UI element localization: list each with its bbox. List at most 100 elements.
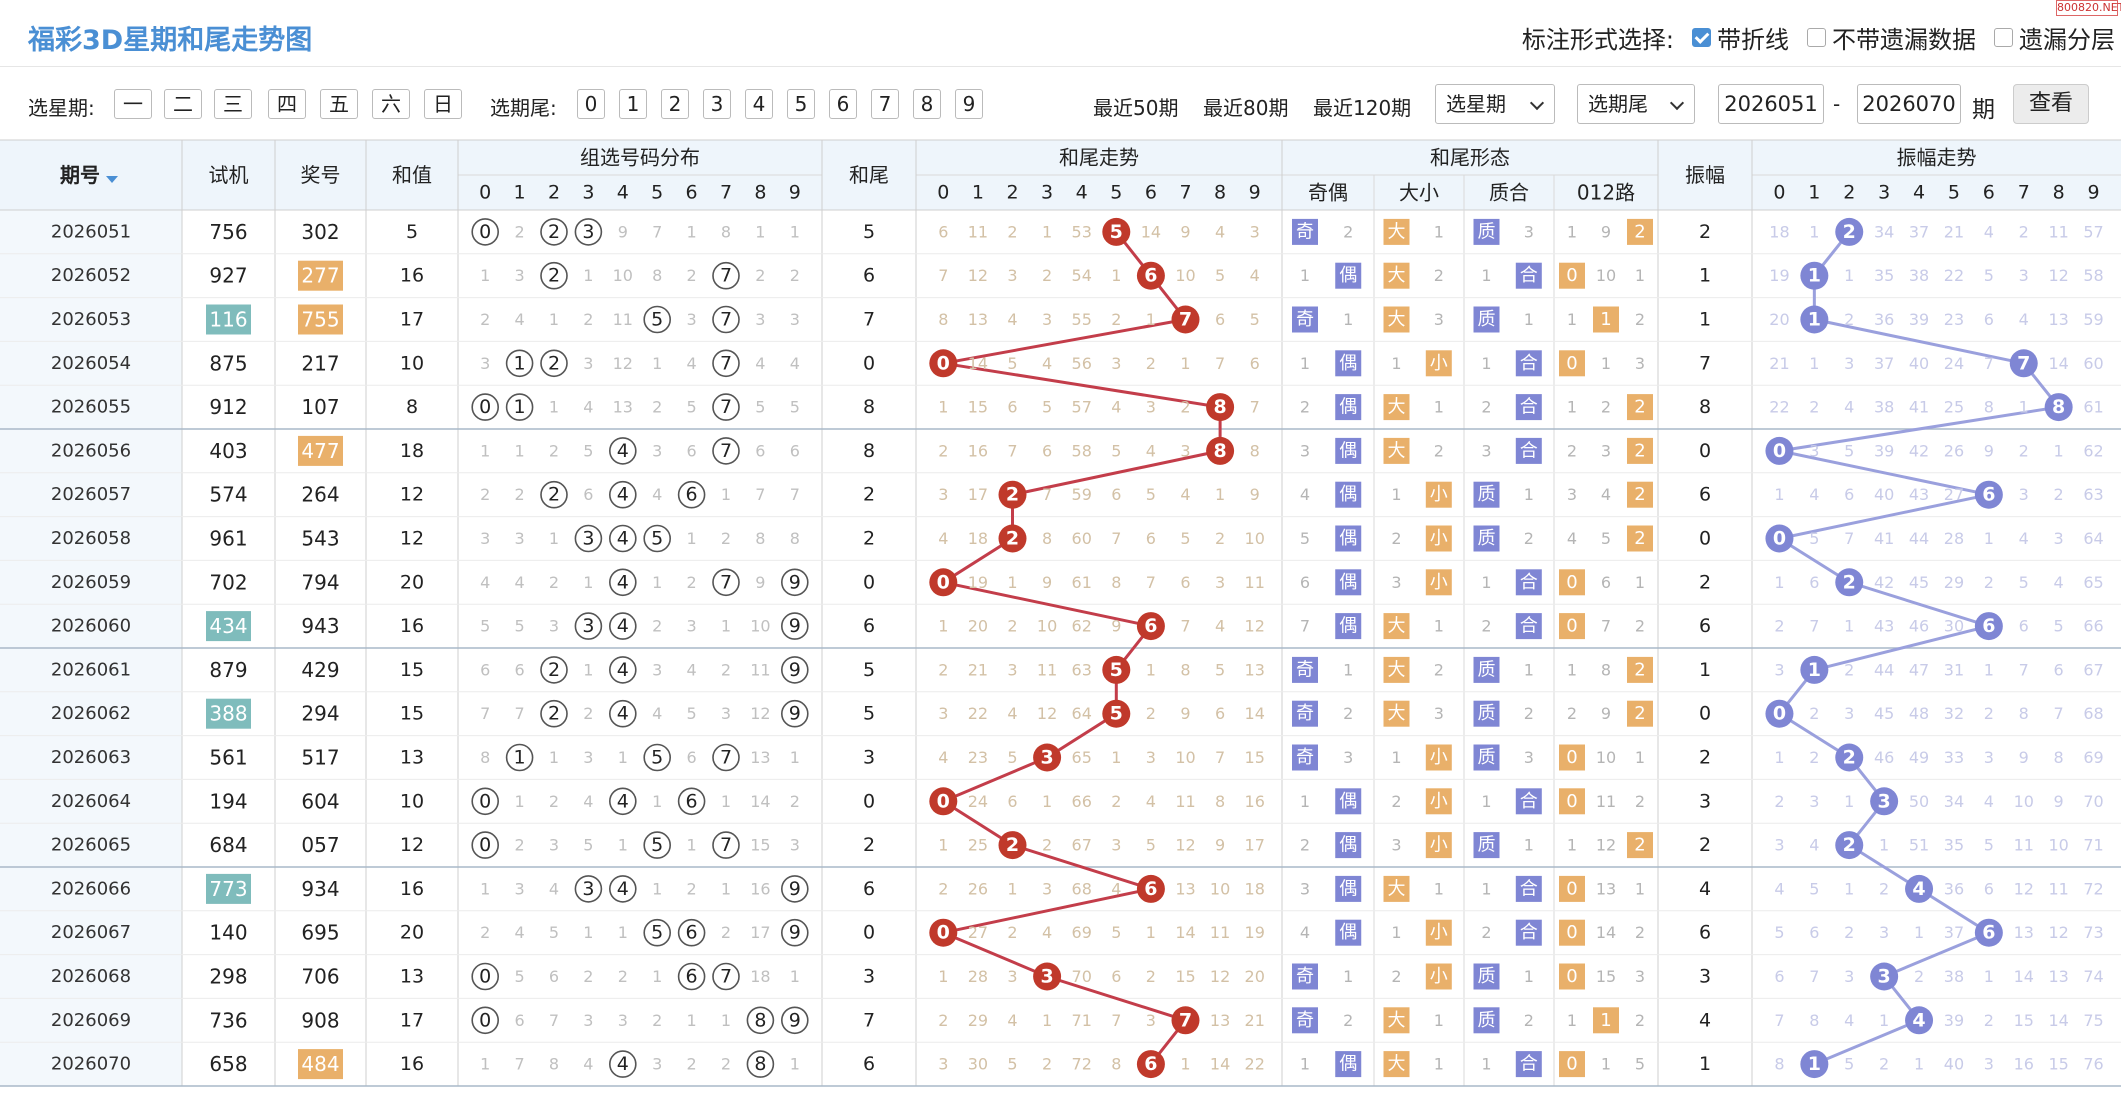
option-no-miss-data[interactable]: 不带遗漏数据 <box>1807 20 1976 55</box>
recent-80-link[interactable]: 最近80期 <box>1203 96 1289 120</box>
amp-miss: 10 <box>2048 836 2068 855</box>
amp-miss: 4 <box>1844 1011 1854 1030</box>
amp-miss: 3 <box>1984 748 1994 767</box>
dist-hit: 4 <box>617 571 629 593</box>
dist-miss: 6 <box>515 1011 525 1030</box>
option-with-line[interactable]: 带折线 <box>1692 20 1789 55</box>
dist-hit: 0 <box>479 790 491 812</box>
dist-miss: 1 <box>549 310 559 329</box>
shape-mark-label: 质 <box>1478 484 1496 505</box>
tail-chip[interactable]: 7 <box>871 89 899 119</box>
trend-miss: 7 <box>1215 354 1225 373</box>
checkbox-with-line[interactable] <box>1692 28 1711 47</box>
tail-chip[interactable]: 5 <box>787 89 815 119</box>
trend-miss: 5 <box>1146 485 1156 504</box>
issue-number: 2026070 <box>51 1054 131 1075</box>
dist-miss: 1 <box>480 441 490 460</box>
amp-miss: 46 <box>1874 748 1894 767</box>
road-mark-label: 2 <box>1634 440 1645 461</box>
dist-miss: 3 <box>480 354 490 373</box>
amp-value: 2 <box>1699 747 1711 769</box>
shape-mark <box>1383 262 1410 289</box>
dist-miss: 2 <box>480 310 490 329</box>
road-miss: 11 <box>1596 792 1616 811</box>
checkbox-miss-layer[interactable] <box>1994 28 2013 47</box>
road-miss: 3 <box>1567 485 1577 504</box>
tail-select[interactable]: 选期尾 <box>1577 84 1695 124</box>
query-button[interactable]: 查看 <box>2013 84 2089 124</box>
tail-ball-label: 0 <box>937 352 950 374</box>
dist-miss: 4 <box>687 354 697 373</box>
trend-miss: 5 <box>1111 923 1121 942</box>
trend-miss: 12 <box>968 266 988 285</box>
prize-number: 943 <box>301 614 339 638</box>
road-mark-label: 2 <box>1634 221 1645 242</box>
prize-highlight <box>298 435 343 466</box>
tail-chip[interactable]: 4 <box>745 89 773 119</box>
tail-chip[interactable]: 3 <box>703 89 731 119</box>
sort-down-icon[interactable] <box>106 176 118 183</box>
prize-number: 695 <box>301 921 339 945</box>
weekday-chip[interactable]: 日 <box>424 89 462 119</box>
tail-value: 0 <box>863 571 875 593</box>
to-issue-input[interactable]: 2026070 <box>1857 84 1961 124</box>
test-number: 140 <box>209 921 247 945</box>
amp-miss: 72 <box>2083 879 2103 898</box>
weekday-chip[interactable]: 四 <box>268 89 306 119</box>
amp-miss: 2 <box>1844 660 1854 679</box>
amp-miss: 71 <box>2083 836 2103 855</box>
shape-miss: 1 <box>1524 310 1534 329</box>
checkbox-no-miss-data[interactable] <box>1807 28 1826 47</box>
amp-miss: 2 <box>1879 879 1889 898</box>
amp-miss: 41 <box>1909 398 1929 417</box>
shape-miss: 6 <box>1300 573 1310 592</box>
weekday-chip[interactable]: 三 <box>214 89 252 119</box>
shape-mark-label: 合 <box>1520 397 1538 418</box>
trend-miss: 23 <box>968 748 988 767</box>
header-digit: 6 <box>686 182 698 204</box>
dist-miss: 7 <box>652 222 662 241</box>
tail-chip[interactable]: 0 <box>577 89 605 119</box>
tail-chip[interactable]: 6 <box>829 89 857 119</box>
prize-number: 794 <box>301 570 339 594</box>
tail-chip[interactable]: 8 <box>913 89 941 119</box>
dist-miss: 4 <box>652 704 662 723</box>
dist-miss: 5 <box>790 398 800 417</box>
trend-miss: 6 <box>1215 704 1225 723</box>
trend-miss: 16 <box>968 441 988 460</box>
road-miss: 12 <box>1596 836 1616 855</box>
amp-miss: 31 <box>1944 660 1964 679</box>
dist-miss: 6 <box>755 441 765 460</box>
weekday-chip[interactable]: 一 <box>114 89 152 119</box>
shape-mark <box>1515 875 1542 902</box>
weekday-chip[interactable]: 五 <box>320 89 358 119</box>
dist-hit: 9 <box>789 922 801 944</box>
trend-miss: 22 <box>1245 1055 1265 1074</box>
dist-miss: 1 <box>790 748 800 767</box>
trend-miss: 20 <box>968 617 988 636</box>
dist-miss: 4 <box>515 573 525 592</box>
shape-miss: 1 <box>1343 660 1353 679</box>
tail-chip[interactable]: 9 <box>955 89 983 119</box>
table-row <box>0 648 2121 692</box>
recent-120-link[interactable]: 最近120期 <box>1313 96 1412 120</box>
weekday-chip[interactable]: 二 <box>164 89 202 119</box>
from-issue-input[interactable]: 2026051 <box>1718 84 1824 124</box>
tail-chip[interactable]: 2 <box>661 89 689 119</box>
amp-miss: 44 <box>1909 529 1929 548</box>
dist-ball <box>608 787 637 816</box>
weekday-select[interactable]: 选星期 <box>1435 84 1555 124</box>
option-miss-layer[interactable]: 遗漏分层 <box>1994 20 2115 55</box>
tail-ball-label: 0 <box>937 571 950 593</box>
tail-ball-label: 8 <box>1213 440 1226 462</box>
shape-miss: 1 <box>1434 1011 1444 1030</box>
road-miss: 1 <box>1601 354 1611 373</box>
tail-value: 3 <box>863 966 875 988</box>
weekday-chip[interactable]: 六 <box>372 89 410 119</box>
recent-50-link[interactable]: 最近50期 <box>1093 96 1179 120</box>
tail-chip[interactable]: 1 <box>619 89 647 119</box>
trend-miss: 3 <box>1111 354 1121 373</box>
road-mark <box>1627 394 1653 421</box>
amp-ball-label: 0 <box>1773 440 1786 462</box>
road-miss: 1 <box>1567 660 1577 679</box>
